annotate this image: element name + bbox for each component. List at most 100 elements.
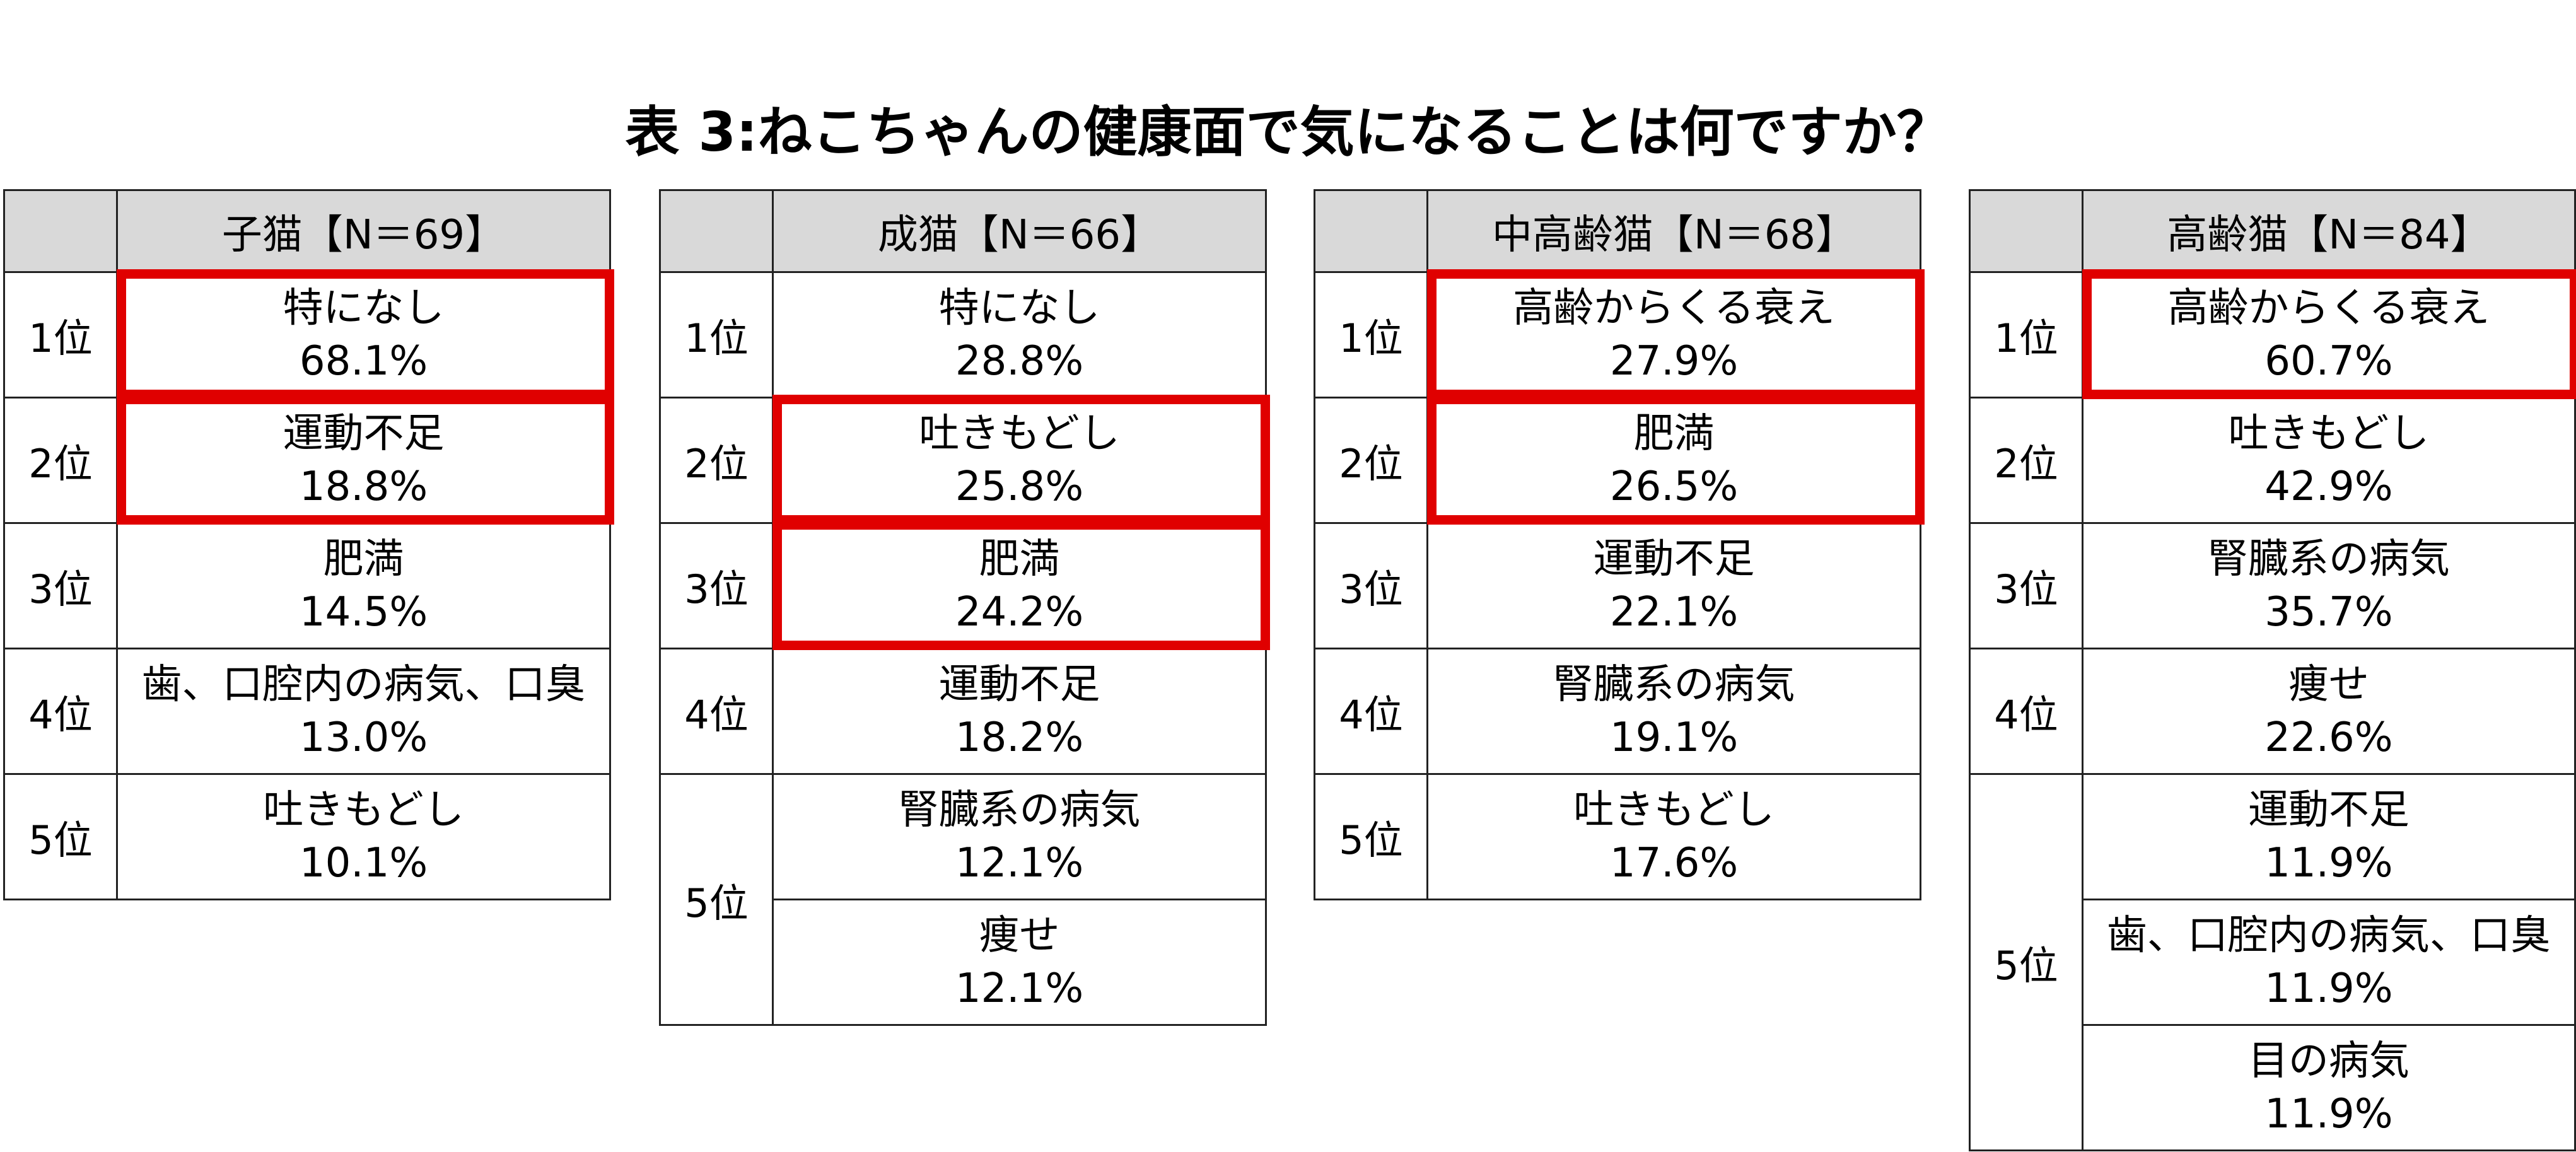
item-label: 歯、口腔内の病気、口臭 (2106, 912, 2551, 959)
rank-cell: 4位 (3, 648, 118, 775)
header-corner-cell (1969, 189, 2084, 273)
rank-cell: 3位 (1314, 522, 1428, 649)
table-row: 3位 運動不足 22.1% (1314, 522, 1921, 649)
item-percentage: 42.9% (2264, 463, 2393, 510)
item-label: 運動不足 (1593, 536, 1755, 583)
item-label: 腎臓系の病気 (1553, 661, 1795, 708)
ranking-table-middle-aged: 中高齢猫【N＝68】 1位 高齢からくる衰え 27.9% 2位 肥満 26.5% 3位 運動不足… (1314, 189, 1926, 900)
item-percentage: 25.8% (955, 463, 1084, 510)
header-corner-cell (659, 189, 774, 273)
item-label: 目の病気 (2247, 1038, 2410, 1085)
item-percentage: 12.1% (955, 840, 1084, 887)
item-label: 腎臓系の病気 (898, 787, 1141, 834)
rank-cell: 3位 (1969, 522, 2084, 649)
table-row: 4位 歯、口腔内の病気、口臭 13.0% (3, 648, 611, 775)
table-row: 1位 特になし 28.8% (659, 271, 1267, 399)
item-percentage: 17.6% (1609, 840, 1739, 887)
item-cell: 肥満 14.5% (116, 522, 611, 649)
item-label: 歯、口腔内の病気、口臭 (141, 661, 586, 708)
rank-cell: 1位 (1314, 271, 1428, 399)
item-cell: 腎臓系の病気 35.7% (2081, 522, 2576, 649)
item-cell: 腎臓系の病気 19.1% (1426, 648, 1921, 775)
item-label: 高齢からくる衰え (2167, 285, 2490, 332)
item-percentage: 24.2% (955, 589, 1084, 636)
table-header: 子猫【N＝69】 (116, 189, 611, 273)
item-percentage: 14.5% (299, 589, 428, 636)
highlighted-item-cell: 運動不足 18.8% (116, 395, 615, 526)
header-corner-cell (3, 189, 118, 273)
table-row: 痩せ 12.1% (660, 899, 1267, 1026)
item-percentage: 10.1% (299, 840, 428, 887)
table-row: 2位 吐きもどし 42.9% (1969, 397, 2576, 524)
item-cell: 吐きもどし 10.1% (116, 773, 611, 900)
item-cell: 歯、口腔内の病気、口臭 13.0% (116, 648, 611, 775)
item-cell: 吐きもどし 17.6% (1426, 773, 1921, 900)
rank-cell: 2位 (1314, 397, 1428, 524)
item-label: 特になし (938, 285, 1100, 332)
item-label: 運動不足 (938, 661, 1100, 708)
rank-cell: 3位 (659, 522, 774, 649)
rank-cell: 1位 (1969, 271, 2084, 399)
rank-cell: 1位 (659, 271, 774, 399)
item-percentage: 26.5% (1609, 463, 1739, 510)
item-percentage: 11.9% (2264, 965, 2393, 1012)
highlighted-item-cell: 肥満 26.5% (1426, 395, 1926, 526)
item-percentage: 35.7% (2264, 589, 2393, 636)
rank-cell: 2位 (3, 397, 118, 524)
table-row: 5位 吐きもどし 10.1% (3, 773, 611, 900)
item-label: 肥満 (323, 536, 404, 583)
rank-cell: 5位 (659, 773, 774, 1026)
item-cell: 運動不足 22.1% (1426, 522, 1921, 649)
item-label: 痩せ (2288, 661, 2369, 708)
rank-cell: 5位 (1314, 773, 1428, 900)
rank-cell: 5位 (3, 773, 118, 900)
table-row: 2位 肥満 26.5% (1314, 395, 1926, 526)
rank-cell: 2位 (659, 397, 774, 524)
item-percentage: 18.2% (955, 714, 1084, 761)
header-corner-cell (1314, 189, 1428, 273)
table-row: 3位 肥満 14.5% (3, 522, 611, 649)
highlighted-item-cell: 特になし 68.1% (116, 270, 615, 400)
highlighted-item-cell: 高齢からくる衰え 27.9% (1426, 270, 1926, 400)
rank-cell: 1位 (3, 271, 118, 399)
item-percentage: 11.9% (2264, 1091, 2393, 1137)
table-row: 目の病気 11.9% (1970, 1024, 2576, 1151)
item-label: 運動不足 (283, 410, 445, 457)
item-label: 肥満 (979, 536, 1060, 583)
item-percentage: 60.7% (2264, 338, 2393, 385)
table-row: 1位 高齢からくる衰え 27.9% (1314, 270, 1926, 400)
highlighted-item-cell: 肥満 24.2% (772, 521, 1271, 651)
table-row: 5位 運動不足 11.9% (1969, 773, 2576, 1151)
item-label: 吐きもどし (2228, 410, 2430, 457)
ranking-table-adult: 成猫【N＝66】 1位 特になし 28.8% 2位 吐きもどし 25.8% 3位 肥満 24.2%… (659, 189, 1271, 1026)
item-cell: 特になし 28.8% (772, 271, 1267, 399)
rank-cell: 4位 (659, 648, 774, 775)
item-label: 吐きもどし (919, 410, 1120, 457)
item-percentage: 11.9% (2264, 840, 2393, 887)
ranking-table-senior: 高齢猫【N＝84】 1位 高齢からくる衰え 60.7% 2位 吐きもどし 42.9% 3位 腎臓… (1969, 189, 2576, 1151)
item-cell: 歯、口腔内の病気、口臭 11.9% (2081, 899, 2576, 1026)
item-percentage: 19.1% (1609, 714, 1739, 761)
item-label: 腎臓系の病気 (2207, 536, 2450, 583)
item-label: 吐きもどし (1573, 787, 1775, 834)
item-label: 運動不足 (2247, 787, 2410, 834)
table-row: 2位 吐きもどし 25.8% (659, 395, 1271, 526)
item-percentage: 27.9% (1609, 338, 1739, 385)
table-row: 5位 吐きもどし 17.6% (1314, 773, 1921, 900)
table-row: 1位 高齢からくる衰え 60.7% (1969, 270, 2576, 400)
item-percentage: 18.8% (299, 463, 428, 510)
rank-cell: 4位 (1314, 648, 1428, 775)
item-cell: 痩せ 22.6% (2081, 648, 2576, 775)
table-row: 4位 痩せ 22.6% (1969, 648, 2576, 775)
table-header: 高齢猫【N＝84】 (2081, 189, 2576, 273)
item-percentage: 22.1% (1609, 589, 1739, 636)
item-label: 高齢からくる衰え (1513, 285, 1835, 332)
item-percentage: 28.8% (955, 338, 1084, 385)
item-cell: 目の病気 11.9% (2081, 1024, 2576, 1151)
table-row: 3位 肥満 24.2% (659, 521, 1271, 651)
ranking-table-kitten: 子猫【N＝69】 1位 特になし 68.1% 2位 運動不足 18.8% 3位 肥満 14.5% 4… (3, 189, 615, 900)
item-percentage: 22.6% (2264, 714, 2393, 761)
table-row: 3位 腎臓系の病気 35.7% (1969, 522, 2576, 649)
item-percentage: 68.1% (299, 338, 428, 385)
item-cell: 運動不足 11.9% (2081, 773, 2576, 900)
